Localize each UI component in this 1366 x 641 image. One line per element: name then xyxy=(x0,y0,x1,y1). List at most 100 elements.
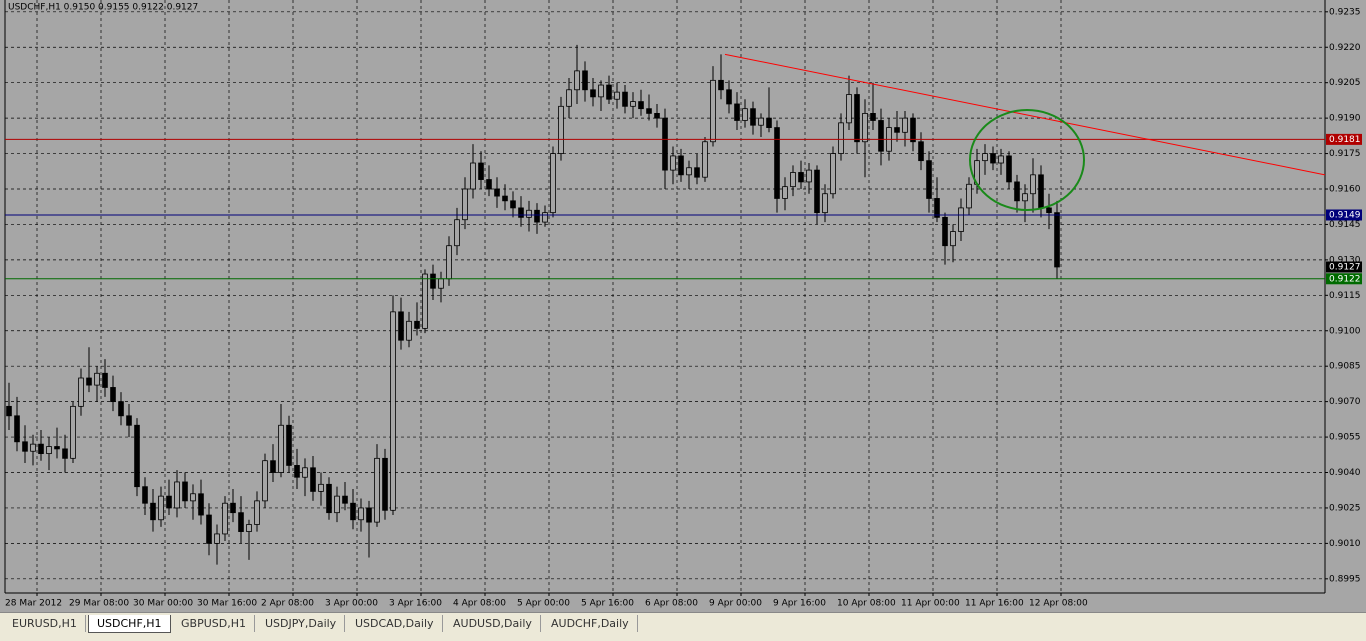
y-tick-label: 0.9160 xyxy=(1329,185,1361,195)
candle-body xyxy=(750,108,756,126)
level-label: 0.9149 xyxy=(1329,210,1361,220)
symbol-tab[interactable]: EURUSD,H1 xyxy=(4,615,86,632)
candle-body xyxy=(206,514,212,544)
y-tick-label: 0.9010 xyxy=(1329,539,1361,549)
symbol-tab[interactable]: GBPUSD,H1 xyxy=(173,615,255,632)
candle-body xyxy=(694,167,700,178)
candle-body xyxy=(246,524,252,532)
candle-body xyxy=(518,207,524,218)
candle-body xyxy=(270,460,276,473)
candle-body xyxy=(342,495,348,504)
y-tick-label: 0.9220 xyxy=(1329,43,1361,53)
candle-body xyxy=(726,89,732,105)
y-tick-label: 0.9235 xyxy=(1329,7,1361,17)
candle-body xyxy=(574,70,580,91)
symbol-tab[interactable]: USDCHF,H1 xyxy=(88,615,171,633)
candle-body xyxy=(662,117,668,171)
candle-body xyxy=(734,103,740,121)
candle-body xyxy=(70,405,76,459)
candle-body xyxy=(46,446,52,455)
y-tick-label: 0.9115 xyxy=(1329,291,1361,301)
candle-body xyxy=(582,70,588,91)
x-tick-label: 11 Apr 16:00 xyxy=(965,599,1024,609)
candle-body xyxy=(942,216,948,247)
x-tick-label: 30 Mar 16:00 xyxy=(197,599,257,609)
y-tick-label: 0.9130 xyxy=(1329,255,1361,265)
candle-body xyxy=(310,467,316,492)
candle-body xyxy=(990,153,996,164)
candle-body xyxy=(86,377,92,386)
candle-body xyxy=(134,424,140,488)
candle-body xyxy=(758,117,764,126)
chart-title: USDCHF,H1 0.9150 0.9155 0.9122 0.9127 xyxy=(8,3,198,13)
candle-body xyxy=(550,153,556,214)
candle-body xyxy=(230,502,236,514)
symbol-tab[interactable]: AUDCHF,Daily xyxy=(543,615,638,632)
candle-body xyxy=(198,493,204,516)
candle-body xyxy=(414,320,420,329)
symbol-tab[interactable]: USDCAD,Daily xyxy=(347,615,443,632)
candle-body xyxy=(278,424,284,473)
candle-body xyxy=(926,160,932,199)
candle-body xyxy=(798,172,804,183)
candle-body xyxy=(166,495,172,509)
candle-body xyxy=(766,117,772,128)
candle-body xyxy=(118,401,124,417)
x-tick-label: 2 Apr 08:00 xyxy=(261,599,314,609)
y-tick-label: 0.9190 xyxy=(1329,114,1361,124)
y-tick-label: 0.9070 xyxy=(1329,397,1361,407)
candle-body xyxy=(1030,174,1036,195)
candle-body xyxy=(94,372,100,386)
candle-body xyxy=(1022,193,1028,202)
candle-body xyxy=(814,169,820,214)
candle-body xyxy=(142,486,148,504)
candle-body xyxy=(1054,212,1060,268)
candle-body xyxy=(374,457,380,523)
candle-body xyxy=(846,94,852,124)
candle-body xyxy=(1046,207,1052,214)
candle-body xyxy=(862,113,868,143)
candle-body xyxy=(566,89,572,107)
candle-body xyxy=(958,207,964,232)
candle-body xyxy=(742,108,748,121)
candle-body xyxy=(998,155,1004,164)
tab-bar: EURUSD,H1 USDCHF,H1 GBPUSD,H1 USDJPY,Daily U… xyxy=(0,612,1366,641)
candle-body xyxy=(526,209,532,218)
candle-body xyxy=(934,198,940,218)
x-tick-label: 5 Apr 00:00 xyxy=(517,599,570,609)
chart: USDCHF,H1 0.9150 0.9155 0.9122 0.9127 0.… xyxy=(0,0,1366,612)
candle-body xyxy=(358,507,364,521)
level-label-box xyxy=(1326,273,1362,285)
candle-body xyxy=(78,377,84,407)
chart-background xyxy=(0,0,1366,612)
candle-body xyxy=(318,483,324,492)
candle-body xyxy=(22,441,28,452)
candle-body xyxy=(710,79,716,143)
level-label: 0.9181 xyxy=(1329,135,1361,145)
y-tick-label: 0.9100 xyxy=(1329,326,1361,336)
candle-body xyxy=(686,167,692,176)
candle-body xyxy=(614,91,620,100)
candle-body xyxy=(646,108,652,114)
candle-body xyxy=(718,79,724,91)
candle-body xyxy=(822,193,828,214)
last-price-box xyxy=(1326,261,1362,273)
candle-body xyxy=(598,84,604,98)
candle-body xyxy=(702,141,708,178)
candle-body xyxy=(254,500,260,525)
trend-line xyxy=(724,53,1326,176)
symbol-tab[interactable]: USDJPY,Daily xyxy=(257,615,346,632)
candle-body xyxy=(462,188,468,221)
candle-body xyxy=(1038,174,1044,209)
candle-body xyxy=(1006,155,1012,183)
candle-body xyxy=(382,457,388,511)
x-tick-label: 5 Apr 16:00 xyxy=(581,599,634,609)
candle-body xyxy=(110,387,116,403)
candle-body xyxy=(486,179,492,190)
candle-body xyxy=(894,127,900,133)
symbol-tab[interactable]: AUDUSD,Daily xyxy=(445,615,541,632)
x-tick-label: 30 Mar 00:00 xyxy=(133,599,193,609)
candle-body xyxy=(62,448,68,459)
candle-body xyxy=(286,424,292,466)
